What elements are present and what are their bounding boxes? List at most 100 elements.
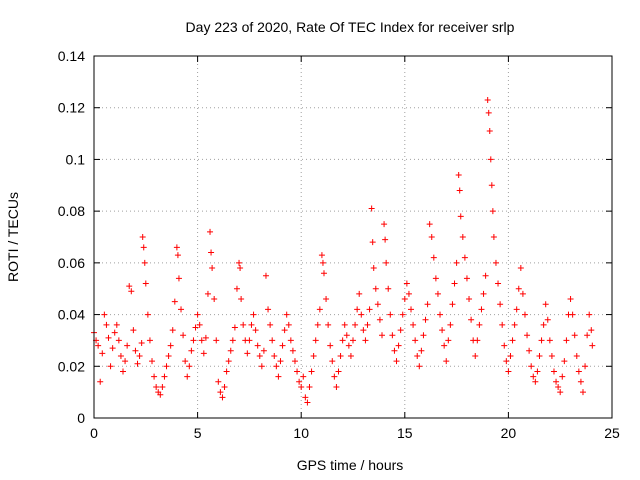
data-point <box>387 311 394 318</box>
data-point <box>453 259 460 266</box>
data-point <box>213 337 220 344</box>
data-points <box>91 96 596 406</box>
data-point <box>173 244 180 251</box>
chart-title: Day 223 of 2020, Rate Of TEC Index for r… <box>186 19 515 35</box>
data-point <box>111 329 118 336</box>
data-point <box>486 127 493 134</box>
data-point <box>99 350 106 357</box>
data-point <box>374 301 381 308</box>
data-point <box>141 259 148 266</box>
x-axis-ticks: 0 5 10 15 20 25 <box>90 56 620 441</box>
data-point <box>279 342 286 349</box>
data-point <box>586 311 593 318</box>
data-point <box>534 368 541 375</box>
data-point <box>432 275 439 282</box>
data-point <box>225 358 232 365</box>
data-point <box>445 337 452 344</box>
x-tick-label: 15 <box>397 425 413 441</box>
data-point <box>476 321 483 328</box>
data-point <box>208 249 215 256</box>
data-point <box>310 352 317 359</box>
data-point <box>244 350 251 357</box>
data-point <box>540 321 547 328</box>
data-point <box>383 259 390 266</box>
data-point <box>490 234 497 240</box>
y-tick-label: 0 <box>77 410 85 426</box>
data-point <box>188 347 195 354</box>
data-point <box>497 301 504 308</box>
data-point <box>368 205 375 212</box>
data-point <box>376 316 383 323</box>
data-point <box>333 383 340 390</box>
data-point <box>314 321 321 328</box>
data-point <box>209 265 216 272</box>
data-point <box>511 321 518 328</box>
data-point <box>426 221 433 228</box>
data-point <box>256 352 263 359</box>
data-point <box>165 352 172 359</box>
data-point <box>480 290 487 297</box>
data-point <box>196 321 203 328</box>
data-point <box>507 352 514 359</box>
data-point <box>291 358 298 365</box>
data-point <box>468 316 475 323</box>
data-point <box>557 389 564 396</box>
data-point <box>385 285 392 292</box>
x-tick-label: 25 <box>604 425 620 441</box>
data-point <box>184 373 191 380</box>
data-point <box>538 337 545 344</box>
data-point <box>339 337 346 344</box>
data-point <box>449 301 456 308</box>
data-point <box>487 156 494 163</box>
data-point <box>246 337 253 344</box>
data-point <box>505 368 512 375</box>
data-point <box>287 337 294 344</box>
data-point <box>260 347 267 354</box>
data-point <box>337 352 344 359</box>
data-point <box>354 306 361 313</box>
data-point <box>548 352 555 359</box>
data-point <box>474 337 481 344</box>
data-point <box>306 383 313 390</box>
data-point <box>559 373 566 380</box>
data-point <box>472 352 479 359</box>
data-point <box>320 270 327 277</box>
data-point <box>250 311 257 318</box>
data-point <box>584 332 591 339</box>
data-point <box>163 363 170 370</box>
y-tick-label: 0.02 <box>58 358 85 374</box>
x-tick-label: 10 <box>293 425 309 441</box>
data-point <box>236 259 243 266</box>
data-point <box>107 363 114 370</box>
data-point <box>134 360 141 367</box>
data-point <box>582 363 589 370</box>
data-point <box>139 234 146 240</box>
plot-frame <box>93 55 613 419</box>
data-point <box>399 311 406 318</box>
data-point <box>451 280 458 287</box>
data-point <box>478 306 485 313</box>
data-point <box>285 321 292 328</box>
data-point <box>117 352 124 359</box>
data-point <box>343 332 350 339</box>
data-point <box>198 337 205 344</box>
data-point <box>265 306 272 313</box>
y-tick-label: 0.04 <box>58 307 85 323</box>
data-point <box>524 332 531 339</box>
data-point <box>180 332 187 339</box>
data-point <box>455 171 462 178</box>
data-point <box>207 228 214 235</box>
data-point <box>424 301 431 308</box>
data-point <box>567 296 574 303</box>
data-point <box>589 342 596 349</box>
data-point <box>410 321 417 328</box>
data-point <box>571 332 578 339</box>
data-point <box>267 321 274 328</box>
data-point <box>379 332 386 339</box>
data-point <box>341 321 348 328</box>
data-point <box>308 368 315 375</box>
data-point <box>146 337 153 344</box>
data-point <box>211 296 218 303</box>
data-point <box>258 363 265 370</box>
data-point <box>492 259 499 266</box>
